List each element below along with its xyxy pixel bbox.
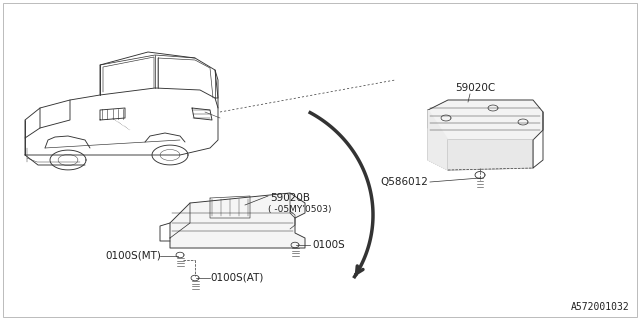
- Polygon shape: [428, 110, 448, 170]
- Polygon shape: [170, 193, 305, 248]
- Polygon shape: [428, 100, 543, 140]
- Text: 0100S(AT): 0100S(AT): [210, 273, 264, 283]
- Text: ( -05MY’0503): ( -05MY’0503): [268, 205, 332, 214]
- Text: A572001032: A572001032: [572, 302, 630, 312]
- Polygon shape: [448, 140, 533, 170]
- Text: 59020B: 59020B: [270, 193, 310, 203]
- Text: 59020C: 59020C: [455, 83, 495, 93]
- Text: Q586012: Q586012: [380, 177, 428, 187]
- Text: 0100S: 0100S: [312, 240, 345, 250]
- Text: 0100S(MT): 0100S(MT): [105, 251, 161, 261]
